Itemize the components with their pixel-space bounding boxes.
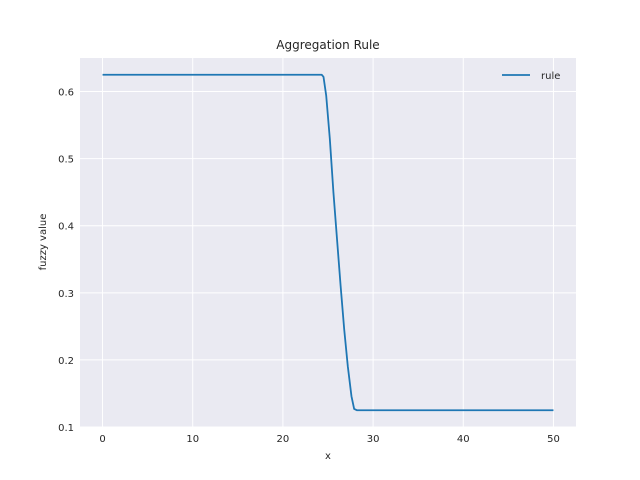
y-tick-label: 0.5 (58, 155, 74, 166)
x-tick-label: 20 (277, 434, 290, 445)
y-tick-label: 0.6 (58, 88, 74, 99)
x-axis-ticks: 0 10 20 30 40 50 (99, 434, 559, 445)
y-tick-label: 0.4 (58, 222, 74, 233)
x-tick-label: 50 (547, 434, 560, 445)
y-axis-label: fuzzy value (38, 214, 49, 271)
x-tick-label: 30 (367, 434, 380, 445)
y-axis-ticks: 0.1 0.2 0.3 0.4 0.5 0.6 (58, 88, 74, 434)
x-axis-label: x (325, 451, 331, 462)
x-tick-label: 0 (99, 434, 105, 445)
legend-label: rule (541, 71, 560, 82)
legend: rule (502, 71, 560, 82)
y-tick-label: 0.2 (58, 356, 74, 367)
series-line-rule (102, 73, 554, 412)
series-layer (102, 73, 554, 412)
x-tick-label: 40 (457, 434, 470, 445)
chart-title: Aggregation Rule (276, 38, 379, 52)
y-tick-label: 0.3 (58, 289, 74, 300)
grid (80, 58, 576, 428)
x-tick-label: 10 (186, 434, 199, 445)
y-tick-label: 0.1 (58, 423, 74, 434)
